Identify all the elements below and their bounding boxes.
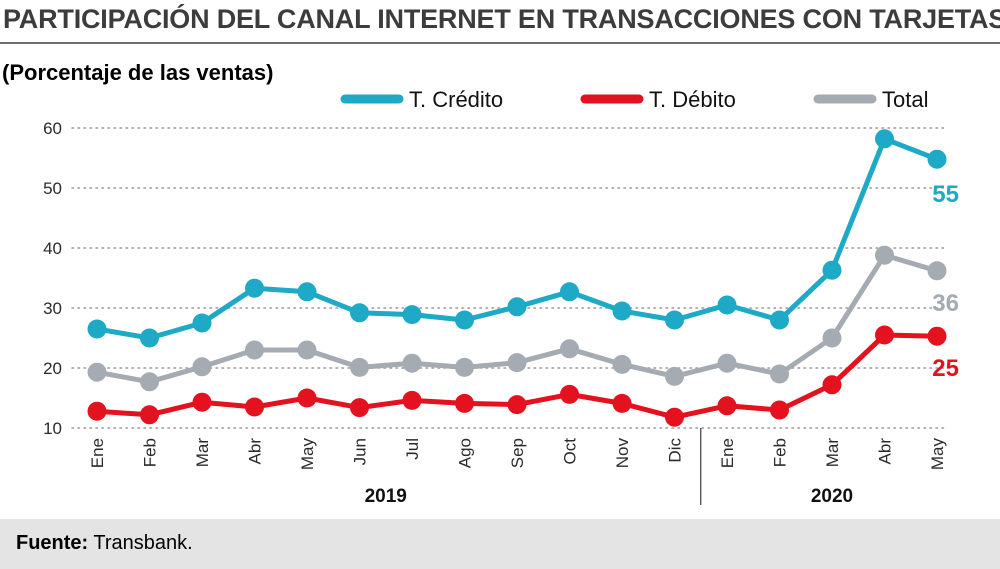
data-point [717, 353, 737, 373]
data-point [507, 297, 527, 317]
x-tick-label: Abr [876, 438, 895, 465]
chart-title: PARTICIPACIÓN DEL CANAL INTERNET EN TRAN… [3, 4, 1000, 34]
data-point [507, 395, 527, 415]
data-point [665, 366, 684, 386]
y-tick-label: 30 [43, 299, 62, 318]
source-label: Fuente: [16, 532, 89, 554]
x-tick-label: Ene [718, 438, 737, 468]
data-point [560, 384, 579, 404]
line-chart: 10 20 30 40 50 60 Ene Feb Mar Abr May Jun Jul Ago Sep O… [43, 87, 959, 507]
y-tick-label: 60 [43, 119, 62, 138]
data-point [612, 354, 632, 374]
data-point [192, 357, 212, 377]
data-point [717, 396, 737, 416]
data-point [140, 328, 159, 348]
source-note: Fuente: Transbank. [16, 532, 193, 555]
end-value-label: 36 [932, 290, 959, 317]
data-point [665, 407, 684, 427]
y-tick-label: 10 [43, 419, 62, 438]
x-tick-label: Sep [508, 438, 527, 468]
data-point [455, 393, 474, 413]
chart-subtitle: (Porcentaje de las ventas) [2, 60, 274, 85]
data-point [297, 388, 317, 408]
data-point [507, 353, 527, 373]
footer-bar: Fuente: Transbank. [0, 519, 1000, 569]
data-point [297, 282, 317, 302]
data-point [665, 310, 684, 330]
data-point [927, 149, 947, 169]
data-point [875, 245, 894, 265]
data-point [612, 393, 632, 413]
data-point [402, 353, 422, 373]
x-tick-label: Mar [823, 438, 842, 468]
data-point [192, 313, 212, 333]
x-tick-label: Oct [561, 438, 580, 465]
legend-label: T. Crédito [409, 87, 503, 112]
data-point [350, 303, 369, 323]
x-tick-label: Feb [771, 438, 790, 467]
legend-label: T. Débito [649, 87, 736, 112]
x-tick-label: Dic [666, 438, 685, 463]
source-text: Transbank. [93, 532, 193, 554]
x-tick-label: Jun [351, 438, 370, 465]
x-tick-label: Nov [613, 438, 632, 469]
data-point [927, 326, 947, 346]
data-point [560, 339, 579, 359]
data-point [770, 364, 789, 384]
data-point [455, 310, 474, 330]
data-point [822, 260, 842, 280]
data-point [245, 397, 264, 417]
year-label: 2019 [365, 486, 407, 507]
x-tick-label: Jul [403, 438, 422, 460]
year-label: 2020 [811, 486, 853, 507]
y-tick-label: 50 [43, 179, 62, 198]
data-point [87, 362, 107, 382]
x-tick-label: Ene [88, 438, 107, 468]
end-value-label: 25 [932, 355, 959, 382]
y-tick-label: 20 [43, 359, 62, 378]
x-tick-label: Ago [456, 438, 475, 468]
data-point [140, 405, 159, 425]
data-point [350, 398, 369, 418]
data-point [770, 400, 789, 420]
x-tick-label: May [928, 438, 947, 471]
x-tick-label: Mar [193, 438, 212, 468]
data-point [717, 295, 737, 315]
data-point [140, 372, 159, 392]
data-point [770, 310, 789, 330]
data-point [822, 328, 842, 348]
data-point [245, 340, 264, 360]
data-point [402, 305, 422, 325]
data-point [455, 357, 474, 377]
data-point [87, 319, 107, 339]
x-tick-label: May [298, 438, 317, 471]
data-point [822, 375, 842, 395]
end-value-label: 55 [932, 181, 959, 208]
data-point [87, 401, 107, 421]
data-point [192, 392, 212, 412]
x-tick-label: Feb [141, 438, 160, 467]
y-tick-label: 40 [43, 239, 62, 258]
data-point [297, 340, 317, 360]
legend-label: Total [882, 87, 928, 112]
data-point [612, 301, 632, 321]
data-point [927, 261, 947, 281]
data-point [560, 282, 579, 302]
data-point [402, 390, 422, 410]
data-point [875, 129, 894, 149]
data-point [875, 325, 894, 345]
data-point [245, 278, 264, 298]
data-point [350, 357, 369, 377]
title-rule [0, 42, 1000, 44]
x-tick-label: Abr [246, 438, 265, 465]
